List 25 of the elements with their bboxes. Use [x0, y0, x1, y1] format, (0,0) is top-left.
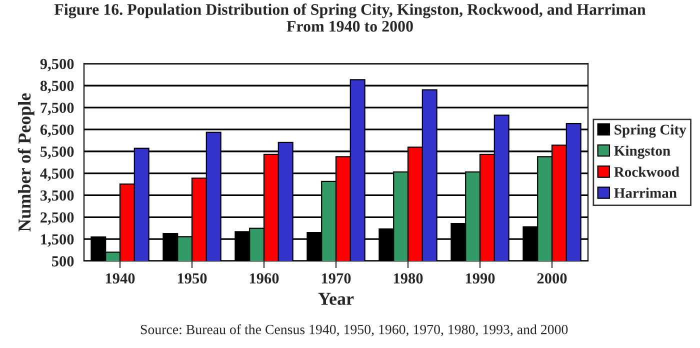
- x-tick-label: 1950: [178, 273, 207, 284]
- legend-label: Kingston: [614, 145, 670, 159]
- y-tick-label: 8,500: [40, 80, 74, 94]
- y-tick-label: 3,500: [40, 190, 74, 203]
- y-tick-label: 5,500: [40, 146, 74, 160]
- x-tick-label: 1960: [250, 273, 279, 284]
- x-tick-label: 1970: [322, 273, 351, 284]
- y-tick-label: 1,500: [41, 234, 74, 247]
- legend-label: Spring City: [614, 124, 686, 138]
- y-tick-label: 7,500: [40, 102, 74, 116]
- x-tick-label: 1990: [466, 273, 495, 284]
- x-tick-label: 2000: [537, 273, 567, 284]
- y-tick-label: 500: [52, 256, 74, 266]
- y-tick-label: 6,500: [40, 124, 74, 138]
- chart-title: Figure 16. Population Distribution of Spring City, Kingston, Rockwood, and Harriman From 1940 to 2000: [54, 3, 646, 32]
- source-note: Source: Bureau of the Census 1940, 1950, 1960, 1970, 1980, 1993, and 2000: [140, 324, 568, 336]
- x-tick-label: 1940: [106, 273, 135, 284]
- y-tick-label: 2,500: [40, 212, 74, 225]
- x-axis-title: Year: [318, 292, 354, 305]
- y-tick-label: 9,500: [40, 58, 74, 72]
- legend-label: Harriman: [614, 188, 677, 198]
- y-axis-title: Number of People: [18, 93, 34, 232]
- legend-label: Rockwood: [614, 166, 680, 177]
- y-tick-label: 4,500: [40, 168, 74, 181]
- x-tick-label: 1980: [394, 273, 423, 284]
